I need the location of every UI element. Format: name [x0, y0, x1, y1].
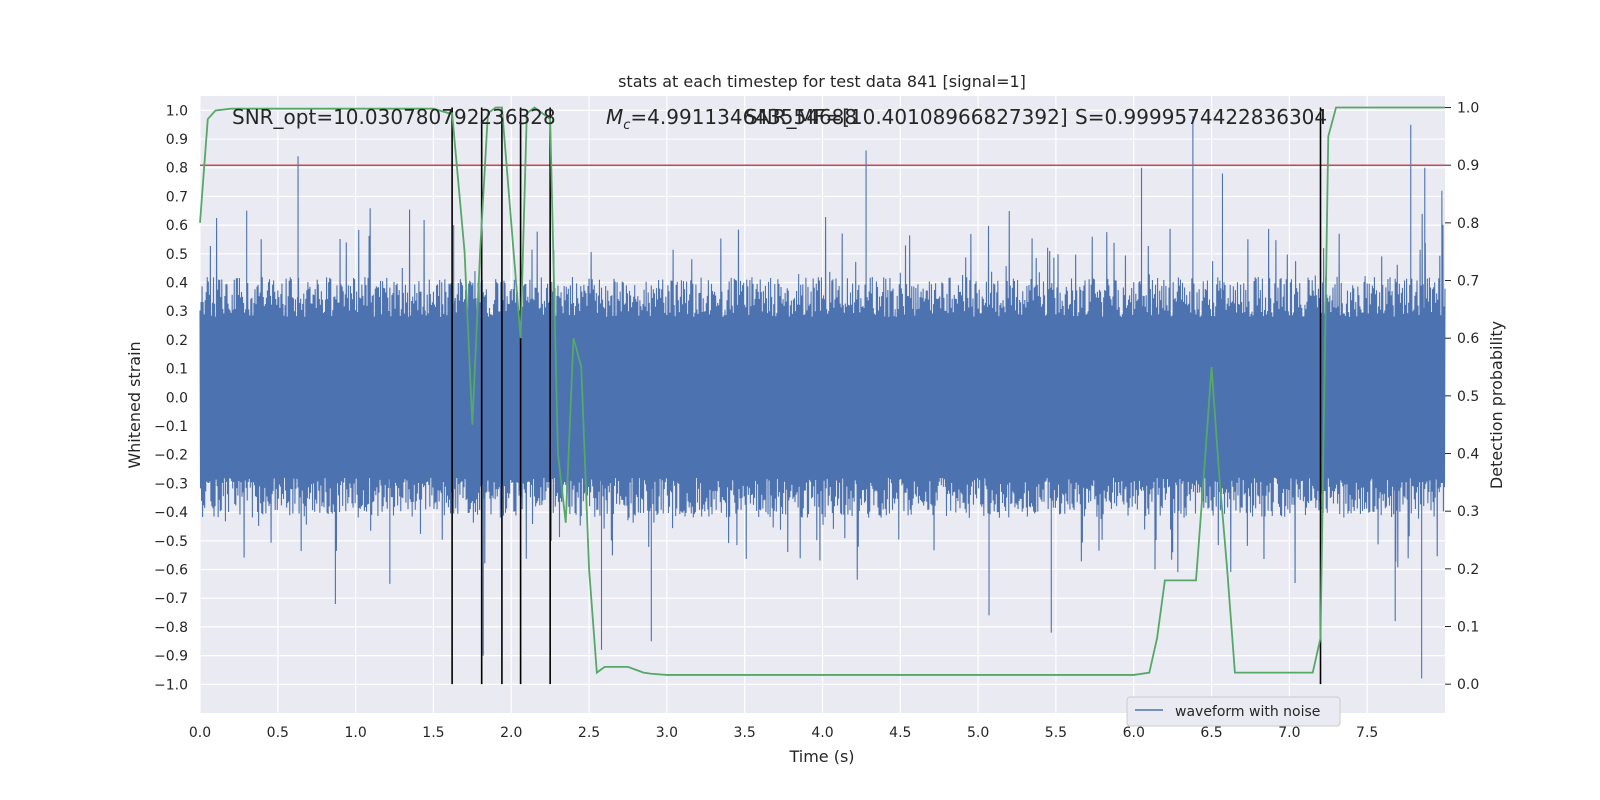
x-axis-label: Time (s): [788, 747, 854, 766]
y-tick-label: 0.5: [166, 247, 188, 263]
x-tick-label: 5.5: [1045, 725, 1067, 741]
x-tick-label: 2.5: [578, 725, 600, 741]
y-tick-label: 0.6: [166, 218, 188, 234]
y-tick-label: −0.4: [154, 505, 188, 521]
x-tick-labels: 0.0 0.5 1.0 1.5 2.0 2.5 3.0 3.5 4.0 4.5 5.0 5.5 6.0 6…: [189, 725, 1378, 741]
annotation-score: S=0.9999574422836304: [1075, 105, 1327, 129]
legend: waveform with noise: [1126, 696, 1341, 727]
x-tick-label: 4.5: [889, 725, 911, 741]
y2-tick-label: 0.6: [1457, 331, 1479, 347]
y-tick-label: 0.3: [166, 304, 188, 320]
x-tick-label: 3.0: [656, 725, 678, 741]
y2-tick-label: 0.7: [1457, 274, 1479, 290]
y2-tick-label: 0.4: [1457, 447, 1479, 463]
y-tick-label: −0.7: [154, 591, 188, 607]
y-tick-label: 1.0: [166, 103, 188, 119]
event-markers: [451, 107, 1322, 685]
y-tick-label: −0.9: [154, 649, 188, 665]
y-tick-label: 0.2: [166, 333, 188, 349]
x-tick-label: 1.0: [344, 725, 366, 741]
y-axis-label: Whitened strain: [125, 341, 144, 468]
y-tick-label: −0.8: [154, 620, 188, 636]
y2-tick-label: 0.5: [1457, 389, 1479, 405]
x-tick-label: 0.5: [267, 725, 289, 741]
x-tick-label: 0.0: [189, 725, 211, 741]
y-tick-label: 0.8: [166, 161, 188, 177]
y2-tick-label: 0.9: [1457, 158, 1479, 174]
y2-axis-label: Detection probability: [1487, 321, 1506, 489]
annotation-chirp-mass: Mc=4.991134643554688: [606, 105, 857, 133]
x-tick-label: 7.0: [1278, 725, 1300, 741]
y2-tick-label: 0.8: [1457, 216, 1479, 232]
x-tick-label: 7.5: [1356, 725, 1378, 741]
y-tick-labels: 1.0 0.9 0.8 0.7 0.6 0.5 0.4 0.3 0.2 0.1 0.0 −0.1 −0.…: [154, 103, 188, 693]
legend-label: waveform with noise: [1175, 704, 1320, 720]
y2-tick-label: 0.0: [1457, 677, 1479, 693]
legend-box: [1126, 696, 1341, 727]
x-tick-label: 1.5: [422, 725, 444, 741]
y-tick-label: 0.0: [166, 390, 188, 406]
y-tick-label: 0.4: [166, 276, 188, 292]
y-tick-label: 0.9: [166, 132, 188, 148]
y-tick-label: −0.5: [154, 534, 188, 550]
annotation-snr-opt: SNR_opt=10.030780792236328: [232, 105, 556, 129]
y2-tick-label: 0.1: [1457, 620, 1479, 636]
y-tick-label: 0.7: [166, 189, 188, 205]
x-tick-label: 4.0: [811, 725, 833, 741]
y-tick-label: −0.3: [154, 476, 188, 492]
x-tick-label: 6.0: [1123, 725, 1145, 741]
detection-probability-line: [199, 106, 1445, 676]
y-tick-label: 0.1: [166, 362, 188, 378]
detection-probability-series: [199, 106, 1445, 676]
x-tick-label: 5.0: [967, 725, 989, 741]
y-tick-label: −0.1: [154, 419, 188, 435]
y2-tick-labels: 1.0 0.9 0.8 0.7 0.6 0.5 0.4 0.3 0.2 0.1 0.0: [1445, 101, 1479, 693]
y2-tick-label: 1.0: [1457, 101, 1479, 117]
x-tick-label: 2.0: [500, 725, 522, 741]
y2-tick-label: 0.3: [1457, 504, 1479, 520]
x-tick-label: 6.5: [1200, 725, 1222, 741]
x-tick-label: 3.5: [734, 725, 756, 741]
waveform-series: [199, 116, 1446, 679]
chart-title: stats at each timestep for test data 841…: [618, 72, 1026, 91]
waveform-line: [199, 116, 1446, 679]
y-tick-label: −0.2: [154, 448, 188, 464]
y-tick-label: −0.6: [154, 563, 188, 579]
y2-tick-label: 0.2: [1457, 562, 1479, 578]
y-tick-label: −1.0: [154, 677, 188, 693]
annotation-snr-mf: SNR_MF=[10.40108966827392]: [745, 105, 1068, 129]
